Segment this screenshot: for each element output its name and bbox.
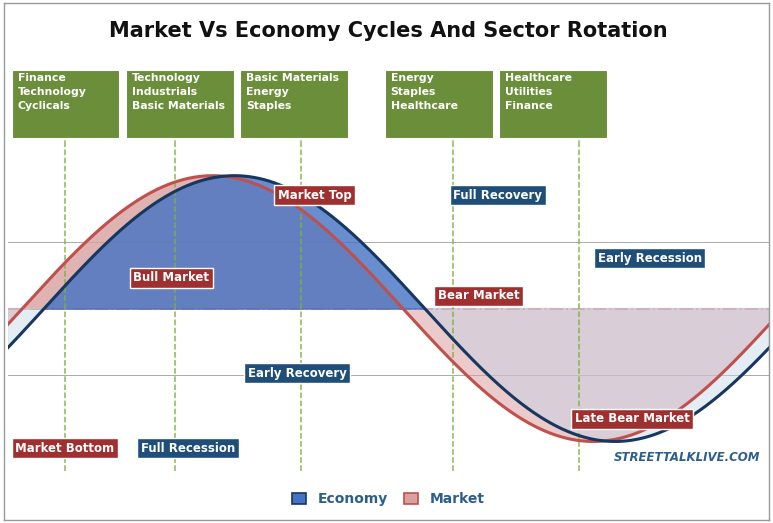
Text: Technology
Industrials
Basic Materials: Technology Industrials Basic Materials [132,73,225,111]
FancyBboxPatch shape [499,70,608,139]
Legend: Economy, Market: Economy, Market [287,487,490,512]
Text: Basic Materials
Energy
Staples: Basic Materials Energy Staples [246,73,339,111]
Text: Energy
Staples
Healthcare: Energy Staples Healthcare [390,73,458,111]
Text: Full Recovery: Full Recovery [453,189,542,201]
FancyBboxPatch shape [126,70,235,139]
Text: Healthcare
Utilities
Finance: Healthcare Utilities Finance [505,73,572,111]
Text: Full Recession: Full Recession [141,441,235,454]
Text: Early Recession: Early Recession [598,252,702,265]
Text: Bear Market: Bear Market [438,289,519,302]
Text: Market Bottom: Market Bottom [15,441,114,454]
FancyBboxPatch shape [385,70,493,139]
Text: Early Recovery: Early Recovery [247,367,346,380]
Text: Market Vs Economy Cycles And Sector Rotation: Market Vs Economy Cycles And Sector Rota… [109,21,668,41]
FancyBboxPatch shape [12,70,121,139]
Text: STREETTALKLIVE.COM: STREETTALKLIVE.COM [614,451,760,464]
FancyBboxPatch shape [240,70,349,139]
Text: Bull Market: Bull Market [134,271,209,285]
Text: Late Bear Market: Late Bear Market [575,412,690,425]
Text: Market Top: Market Top [278,189,352,201]
Text: Finance
Technology
Cyclicals: Finance Technology Cyclicals [18,73,87,111]
